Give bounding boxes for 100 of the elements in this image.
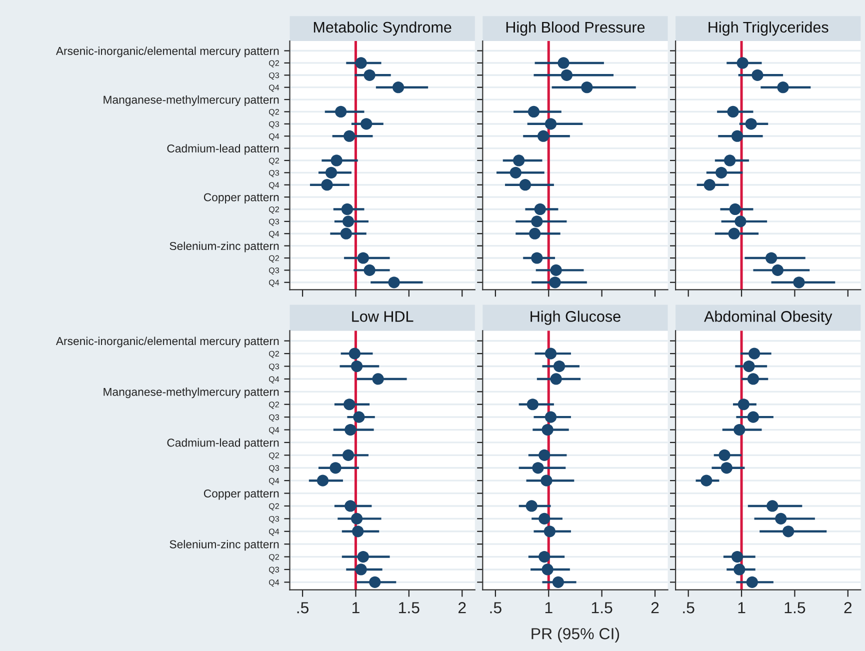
point	[357, 252, 369, 264]
y-tick-label: Q2	[268, 402, 279, 409]
point	[330, 154, 342, 166]
point	[344, 424, 356, 436]
y-tick-label: Q4	[268, 579, 280, 587]
y-tick-label: Cadmium-lead pattern	[167, 144, 279, 155]
point	[704, 179, 716, 191]
y-tick-label: Q4	[268, 230, 280, 238]
point	[531, 216, 543, 228]
point	[526, 398, 538, 410]
point	[538, 512, 550, 524]
point	[528, 106, 540, 118]
point	[357, 550, 369, 563]
y-tick-label: Copper pattern	[204, 193, 279, 204]
point	[364, 69, 376, 81]
point	[549, 276, 561, 288]
y-tick-label: Manganese-methylmercury pattern	[104, 95, 279, 106]
point	[746, 576, 758, 588]
y-tick-label: Selenium-zinc pattern	[170, 242, 279, 252]
y-tick-label: Q3	[268, 170, 280, 178]
point	[325, 166, 338, 178]
x-tick-label: 2	[458, 602, 466, 614]
y-tick-label: Q3	[268, 566, 280, 574]
point	[560, 69, 573, 81]
point	[553, 360, 566, 372]
point	[340, 228, 352, 240]
point	[743, 360, 755, 372]
y-tick-label: Q3	[268, 218, 280, 226]
point	[718, 449, 730, 461]
point	[752, 69, 764, 81]
y-tick-label: Q3	[268, 465, 280, 472]
y-tick-label: Q3	[268, 516, 280, 524]
point	[532, 462, 544, 474]
x-axis-title: PR (95% CI)	[532, 628, 620, 642]
point	[519, 179, 532, 191]
x-tick-label: 1.5	[399, 602, 420, 614]
point	[344, 500, 356, 512]
x-tick-label: 1	[738, 602, 746, 614]
point	[747, 373, 760, 385]
y-tick-label: Q2	[268, 503, 279, 510]
point	[728, 228, 740, 240]
chart-title: Low HDL	[352, 311, 414, 322]
point	[731, 550, 744, 563]
y-tick-label: Q3	[268, 72, 280, 80]
point	[330, 462, 342, 474]
point	[538, 550, 550, 563]
chart-title: Metabolic Syndrome	[314, 21, 452, 36]
point	[542, 564, 554, 576]
y-tick-label: Arsenic-inorganic/elemental mercury pattern	[56, 336, 279, 348]
point	[341, 203, 354, 216]
point	[748, 348, 760, 360]
point	[558, 57, 570, 69]
point	[734, 424, 746, 436]
point	[544, 118, 557, 130]
point	[355, 564, 367, 576]
point	[348, 348, 360, 360]
y-tick-label: Q4	[268, 427, 280, 434]
point	[335, 106, 347, 118]
y-tick-label: Q2	[268, 109, 279, 116]
point	[581, 82, 593, 94]
point	[531, 252, 543, 264]
point	[360, 118, 372, 130]
point	[738, 398, 750, 410]
chart-title: Abdominal Obesity	[704, 310, 832, 325]
x-tick-label: .5	[490, 602, 502, 614]
point	[321, 179, 333, 191]
point	[777, 82, 789, 94]
y-tick-label: Q2	[268, 452, 279, 460]
point	[766, 252, 778, 264]
point	[766, 500, 778, 512]
chart-title: High Triglycerides	[708, 21, 828, 36]
point	[342, 449, 354, 461]
y-tick-label: Q4	[268, 84, 280, 92]
point	[716, 166, 728, 178]
point	[352, 526, 364, 538]
y-tick-label: Q4	[268, 280, 280, 287]
point	[513, 154, 525, 166]
point	[344, 398, 356, 410]
point	[736, 57, 748, 69]
y-tick-label: Q2	[268, 554, 279, 562]
y-tick-label: Q2	[268, 206, 279, 214]
point	[775, 512, 787, 524]
x-tick-label: 1.5	[592, 602, 612, 614]
point	[316, 474, 329, 486]
point	[542, 424, 554, 436]
y-tick-label: Q4	[268, 478, 280, 486]
x-tick-label: 1	[352, 602, 360, 614]
point	[534, 203, 546, 216]
x-tick-label: 1	[545, 602, 552, 614]
point	[700, 474, 712, 486]
y-tick-label: Q4	[268, 376, 280, 384]
point	[544, 348, 557, 360]
point	[720, 462, 732, 474]
point	[729, 203, 741, 216]
y-tick-label: Q3	[268, 121, 280, 128]
point	[526, 500, 538, 512]
point	[724, 154, 736, 166]
point	[734, 216, 746, 228]
y-tick-label: Q3	[268, 267, 280, 275]
chart-title: High Blood Pressure	[506, 21, 645, 36]
